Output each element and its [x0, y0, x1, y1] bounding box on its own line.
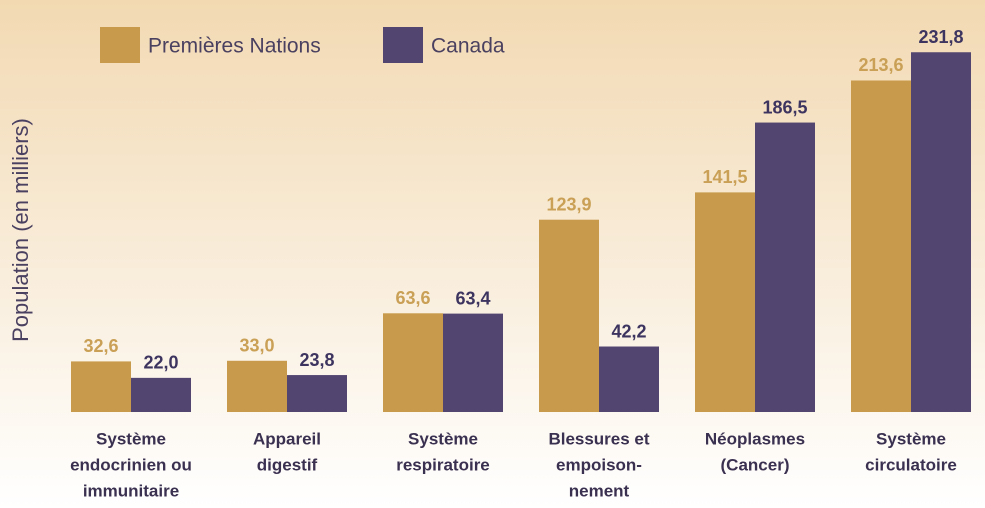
x-tick-label: (Cancer) [721, 455, 790, 474]
x-tick-label: Blessures et [548, 429, 649, 448]
data-label: 186,5 [762, 97, 807, 117]
x-tick-label: Système [96, 429, 166, 448]
x-tick-label: empoison- [556, 455, 642, 474]
data-label: 141,5 [702, 167, 747, 187]
bar [443, 313, 503, 412]
data-label: 33,0 [239, 336, 274, 356]
legend-swatch [383, 27, 423, 63]
bar [695, 192, 755, 412]
x-tick-label: Néoplasmes [705, 429, 805, 448]
x-tick-label: respiratoire [396, 455, 490, 474]
legend-label: Premières Nations [148, 35, 321, 58]
x-tick-label: Appareil [253, 429, 321, 448]
x-tick-label: endocrinien ou [70, 455, 192, 474]
bar [131, 377, 191, 412]
data-label: 23,8 [299, 350, 334, 370]
legend-label: Canada [431, 35, 505, 58]
y-axis-label: Population (en milliers) [8, 118, 33, 342]
data-label: 22,0 [143, 353, 178, 373]
bar [227, 360, 287, 412]
data-label: 42,2 [611, 321, 646, 341]
data-label: 63,6 [395, 288, 430, 308]
bar [71, 361, 131, 412]
bar [755, 122, 815, 412]
x-tick-label: Système [408, 429, 478, 448]
bar [287, 375, 347, 412]
bar [911, 52, 971, 412]
legend-swatch [100, 27, 140, 63]
x-tick-label: circulatoire [865, 455, 957, 474]
data-label: 123,9 [546, 194, 591, 214]
x-tick-label: nement [569, 481, 630, 500]
bar [383, 313, 443, 412]
bar [851, 80, 911, 412]
bar [539, 219, 599, 412]
data-label: 32,6 [83, 336, 118, 356]
bar [599, 346, 659, 412]
data-label: 231,8 [918, 27, 963, 47]
x-tick-label: immunitaire [83, 481, 179, 500]
x-tick-label: Système [876, 429, 946, 448]
x-tick-label: digestif [257, 455, 318, 474]
data-label: 63,4 [455, 288, 490, 308]
data-label: 213,6 [858, 55, 903, 75]
